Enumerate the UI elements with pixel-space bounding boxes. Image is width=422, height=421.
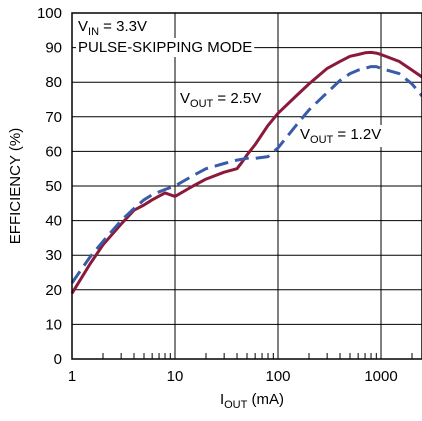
condition-mode: PULSE-SKIPPING MODE: [78, 39, 252, 56]
y-tick-label: 60: [45, 143, 62, 160]
x-tick-label: 1000: [364, 368, 397, 385]
x-tick-label: 100: [265, 368, 290, 385]
y-tick-label: 30: [45, 247, 62, 264]
y-tick-label: 0: [54, 351, 62, 368]
x-tick-label: 10: [167, 368, 184, 385]
y-tick-label: 40: [45, 213, 62, 230]
plot-frame: [71, 12, 422, 360]
series-label-vout-1-2v: VOUT = 1.2V: [300, 126, 381, 146]
series-line-vout-2-5v: [70, 50, 422, 295]
y-tick-label: 90: [45, 40, 62, 57]
label-background: [76, 38, 255, 57]
y-tick-label: 80: [45, 74, 62, 91]
y-tick-label: 50: [45, 178, 62, 195]
y-tick-label: 100: [37, 5, 62, 22]
label-background: [298, 125, 384, 147]
x-tick-label: 1: [68, 368, 76, 385]
label-background: [178, 89, 264, 111]
grid: [71, 12, 422, 360]
label-background: [76, 17, 149, 39]
series-line-vout-1-2v: [70, 65, 422, 284]
y-axis-label: EFFICIENCY (%): [7, 128, 24, 244]
y-tick-label: 20: [45, 282, 62, 299]
x-axis-label: IOUT (mA): [220, 391, 284, 411]
series-label-vout-2-5v: VOUT = 2.5V: [180, 90, 261, 110]
y-tick-label: 10: [45, 316, 62, 333]
series-layer: [70, 50, 422, 295]
y-tick-label: 70: [45, 109, 62, 126]
condition-vin: VIN = 3.3V: [78, 18, 147, 38]
